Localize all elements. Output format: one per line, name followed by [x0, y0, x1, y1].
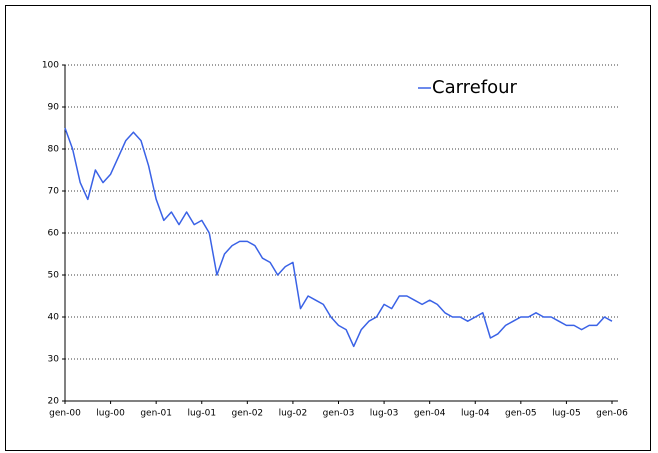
y-tick-label: 50 — [48, 271, 60, 281]
x-tick-label: gen-04 — [414, 409, 446, 419]
y-tick-label: 30 — [48, 355, 60, 365]
x-tick-label: gen-05 — [505, 409, 537, 419]
x-tick-label: gen-00 — [49, 409, 81, 419]
chart-frame — [5, 5, 651, 451]
x-tick-label: lug-02 — [279, 409, 308, 419]
y-tick-label: 100 — [42, 61, 59, 71]
x-tick-label: gen-02 — [232, 409, 264, 419]
legend-label: Carrefour — [432, 77, 518, 98]
x-tick-label: lug-00 — [96, 409, 125, 419]
x-tick-label: gen-01 — [140, 409, 172, 419]
y-tick-label: 60 — [48, 229, 60, 239]
x-tick-label: gen-03 — [323, 409, 355, 419]
x-tick-label: lug-01 — [187, 409, 216, 419]
x-tick-label: lug-04 — [461, 409, 490, 419]
x-tick-label: gen-06 — [596, 409, 628, 419]
x-tick-label: lug-03 — [370, 409, 399, 419]
y-tick-label: 80 — [48, 145, 60, 155]
x-tick-label: lug-05 — [552, 409, 581, 419]
y-tick-label: 90 — [48, 103, 60, 113]
y-tick-label: 40 — [48, 313, 60, 323]
y-tick-label: 20 — [48, 397, 60, 407]
y-tick-label: 70 — [48, 187, 60, 197]
series-line — [64, 127, 613, 348]
